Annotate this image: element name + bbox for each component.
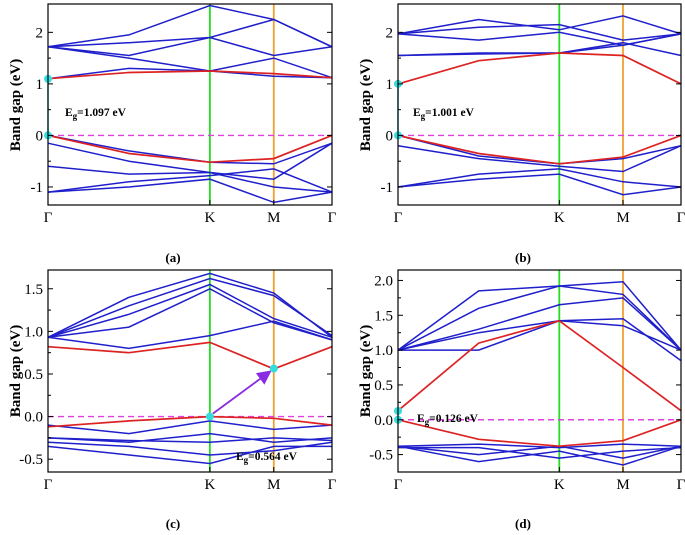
band-line xyxy=(47,437,333,443)
y-tick-label: -0.5 xyxy=(369,448,393,464)
band-line xyxy=(47,178,333,204)
band-line xyxy=(397,23,682,41)
band-line xyxy=(47,168,333,193)
x-tick-label: M xyxy=(267,210,280,226)
plot-frame xyxy=(397,3,682,206)
band-line xyxy=(47,18,333,48)
band-line xyxy=(397,134,682,165)
band-gap-annotation: Eg=0.126 eV xyxy=(417,413,479,427)
y-tick-label: 0.0 xyxy=(24,410,43,426)
band-line xyxy=(47,277,333,338)
band-gap-annotation: Eg=1.001 eV xyxy=(413,107,475,121)
band-line xyxy=(397,443,682,449)
band-line xyxy=(398,320,682,351)
band-line xyxy=(397,173,682,196)
band-edge-point xyxy=(269,364,278,373)
band-gap-annotation: Eg=0.564 eV xyxy=(236,451,298,465)
x-tick-label: Γ xyxy=(328,210,337,226)
panel-label: (a) xyxy=(165,250,180,265)
y-tick-label: 2 xyxy=(36,25,44,41)
y-tick-label: 2.0 xyxy=(374,273,393,289)
band-gap-annotation: Eg=1.097 eV xyxy=(65,107,127,121)
band-line xyxy=(397,144,682,173)
conduction-band-line xyxy=(397,52,682,85)
x-tick-label: Γ xyxy=(394,477,403,493)
band-line xyxy=(47,283,333,339)
band-line xyxy=(47,445,332,465)
band-line xyxy=(397,168,682,188)
band-line xyxy=(47,420,333,435)
x-tick-label: K xyxy=(554,477,565,493)
x-tick-label: K xyxy=(204,210,215,226)
y-tick-label: 0.0 xyxy=(374,413,393,429)
panel-2: -1 0 1 2 Γ K M Γ Band gap (eV) Eg=1.001 eV (b) xyxy=(358,3,685,265)
y-tick-label: -1 xyxy=(31,180,44,196)
y-tick-label: 1.0 xyxy=(374,343,393,359)
band-line xyxy=(47,165,333,193)
band-line xyxy=(397,445,682,466)
band-line xyxy=(47,142,333,180)
panel-3: -0.5 0.0 0.5 1.0 1.5 Γ K M Γ Band gap (eV) Eg=0.56… xyxy=(8,269,337,531)
x-tick-label: M xyxy=(616,477,629,493)
x-tick-label: Γ xyxy=(677,477,685,493)
conduction-band-line xyxy=(47,341,333,370)
plot-frame xyxy=(47,3,333,206)
valence-band-line xyxy=(47,415,333,428)
y-axis-label: Band gap (eV) xyxy=(8,325,24,418)
x-tick-label: M xyxy=(616,210,629,226)
band-edge-point xyxy=(205,412,214,421)
y-tick-label: 0.5 xyxy=(374,378,393,394)
panel-4: -0.5 0.0 0.5 1.0 1.5 2.0 Γ K M Γ Band gap (eV) Eg=0… xyxy=(358,269,685,531)
valence-band-line xyxy=(397,418,682,448)
y-tick-label: 2 xyxy=(386,25,394,41)
gap-arrow xyxy=(212,370,272,415)
panel-label: (c) xyxy=(166,516,180,531)
y-tick-label: 1.5 xyxy=(374,308,393,324)
panel-label: (d) xyxy=(515,516,531,531)
y-tick-label: -0.5 xyxy=(19,452,43,468)
band-line xyxy=(47,36,333,57)
y-tick-label: 0 xyxy=(36,128,44,144)
band-line xyxy=(47,287,333,341)
x-tick-label: M xyxy=(267,477,280,493)
band-line xyxy=(397,297,682,351)
x-tick-label: Γ xyxy=(44,477,53,493)
x-tick-label: Γ xyxy=(328,477,337,493)
panel-label: (b) xyxy=(515,250,531,265)
x-tick-label: Γ xyxy=(677,210,685,226)
band-line xyxy=(47,432,333,443)
band-line xyxy=(398,446,682,459)
x-tick-label: K xyxy=(554,210,565,226)
band-line xyxy=(47,441,333,456)
y-tick-label: 1.0 xyxy=(24,324,43,340)
y-tick-label: 0 xyxy=(386,128,394,144)
conduction-band-line xyxy=(47,70,333,80)
x-tick-label: K xyxy=(204,477,215,493)
band-line xyxy=(397,15,682,35)
panel-1: -1 0 1 2 Γ K M Γ Band gap (eV) Eg=1.097 eV (a) xyxy=(8,3,337,265)
y-tick-label: -1 xyxy=(381,180,394,196)
band-line xyxy=(397,285,682,351)
band-line xyxy=(47,272,333,338)
conduction-band-line xyxy=(397,319,682,412)
plot-frame xyxy=(47,269,333,473)
y-tick-label: 1.5 xyxy=(24,282,43,298)
valence-band-line xyxy=(47,134,333,164)
y-tick-label: 1 xyxy=(386,77,394,93)
y-axis-label: Band gap (eV) xyxy=(358,325,374,418)
valence-band-line xyxy=(397,134,682,165)
y-axis-label: Band gap (eV) xyxy=(8,59,24,152)
band-line xyxy=(47,320,333,350)
y-axis-label: Band gap (eV) xyxy=(358,59,374,152)
x-tick-label: Γ xyxy=(394,210,403,226)
plot-frame xyxy=(397,269,682,473)
x-tick-label: Γ xyxy=(44,210,53,226)
y-tick-label: 0.5 xyxy=(24,367,43,383)
band-line xyxy=(47,67,333,80)
y-tick-label: 1 xyxy=(36,77,44,93)
